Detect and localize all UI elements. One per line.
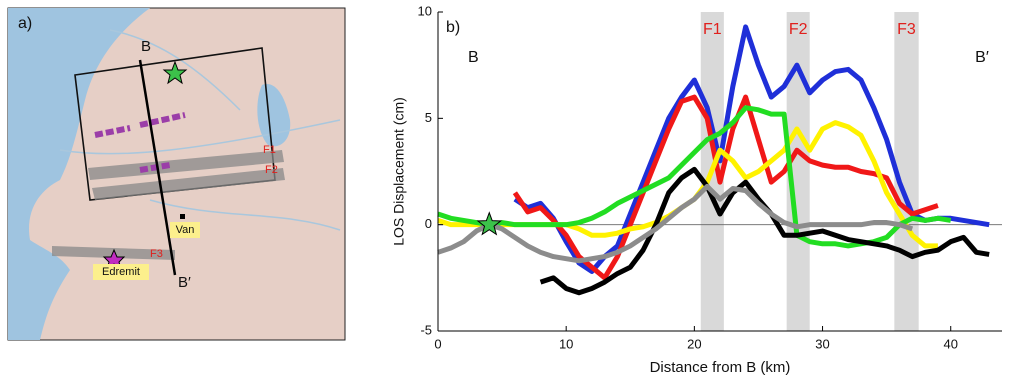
x-tick-label: 0 xyxy=(434,336,441,351)
y-tick-label: -5 xyxy=(420,322,432,337)
x-tick-label: 30 xyxy=(815,336,829,351)
y-tick-label: 10 xyxy=(418,3,432,18)
section-label: B xyxy=(141,38,151,55)
x-tick-label: 40 xyxy=(943,336,957,351)
figure: a) B B′ F1 F2 F3 Van Edremit F1 F2 F3 0 10 20… xyxy=(0,0,1010,381)
x-tick-label: 20 xyxy=(687,336,701,351)
x-tick-label: 10 xyxy=(559,336,573,351)
fault-label: F3 xyxy=(897,21,916,38)
x-axis-label: Distance from B (km) xyxy=(650,359,791,376)
fault-label: F2 xyxy=(789,21,808,38)
panel-label: a) xyxy=(18,15,32,32)
section-label: B xyxy=(468,49,479,66)
section-label: B′ xyxy=(975,49,989,66)
y-tick-label: 5 xyxy=(425,110,432,125)
fault-label: F2 xyxy=(265,164,278,176)
y-tick-label: 0 xyxy=(425,216,432,231)
fault-label: F3 xyxy=(150,248,163,260)
fault-label: F1 xyxy=(263,144,276,156)
town-label: Edremit xyxy=(102,266,140,278)
town-label: Van xyxy=(176,224,195,236)
map-panel: a) B B′ F1 F2 F3 Van Edremit xyxy=(8,8,345,340)
y-axis-label: LOS Displacement (cm) xyxy=(391,97,407,246)
section-label: B′ xyxy=(178,274,191,291)
town-marker xyxy=(180,214,185,219)
panel-label: b) xyxy=(446,19,460,36)
series-line xyxy=(438,108,951,246)
fault-label: F1 xyxy=(703,21,722,38)
series-line xyxy=(438,123,938,246)
